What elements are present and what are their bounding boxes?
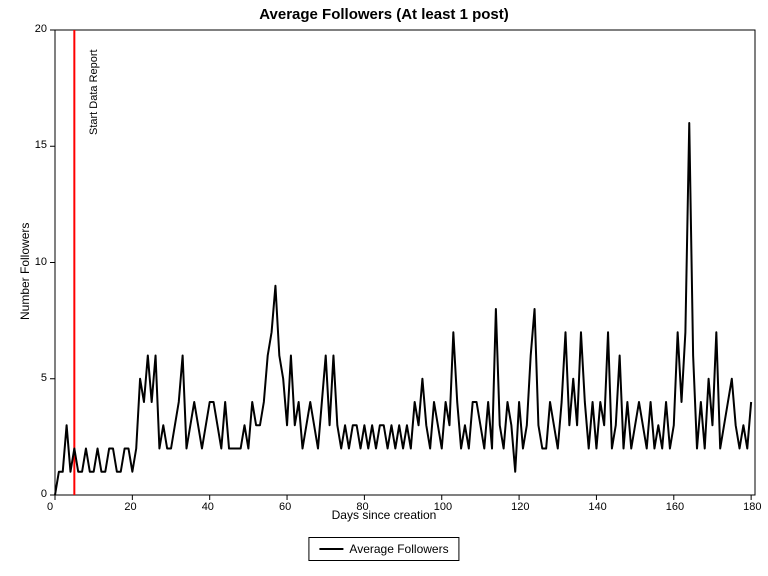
y-tick-label: 15 [35,139,47,151]
legend-swatch [319,548,343,550]
y-tick-label: 5 [41,372,47,384]
x-tick-label: 140 [588,501,606,513]
vline-label: Start Data Report [88,49,100,135]
x-tick-label: 40 [202,501,214,513]
chart-container: Average Followers (At least 1 post) Numb… [0,0,768,576]
x-tick-label: 80 [356,501,368,513]
x-tick-label: 180 [743,501,761,513]
legend: Average Followers [308,537,459,561]
x-tick-label: 120 [511,501,529,513]
x-axis-label: Days since creation [0,508,768,522]
y-tick-label: 10 [35,256,47,268]
x-tick-label: 60 [279,501,291,513]
y-axis-label: Number Followers [18,223,32,320]
x-tick-label: 20 [124,501,136,513]
plot-svg [0,0,768,576]
x-tick-label: 100 [434,501,452,513]
legend-label: Average Followers [349,542,448,556]
chart-title: Average Followers (At least 1 post) [0,6,768,23]
y-tick-label: 0 [41,488,47,500]
x-tick-label: 160 [666,501,684,513]
y-tick-label: 20 [35,23,47,35]
x-tick-label: 0 [47,501,53,513]
